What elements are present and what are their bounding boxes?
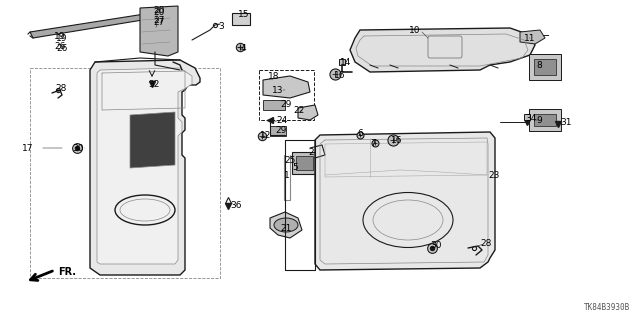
- Polygon shape: [30, 10, 173, 38]
- Text: FR.: FR.: [58, 267, 76, 277]
- Text: 23: 23: [488, 171, 499, 180]
- Text: 34: 34: [525, 114, 536, 123]
- FancyBboxPatch shape: [534, 59, 556, 75]
- FancyBboxPatch shape: [232, 13, 250, 25]
- Text: 12: 12: [260, 131, 271, 140]
- Polygon shape: [140, 6, 178, 56]
- Polygon shape: [270, 212, 302, 238]
- Text: 30: 30: [430, 241, 442, 250]
- Text: 25: 25: [284, 156, 296, 164]
- FancyBboxPatch shape: [296, 156, 313, 170]
- Text: 16: 16: [334, 70, 346, 79]
- Polygon shape: [350, 28, 535, 72]
- Text: 14: 14: [340, 58, 351, 67]
- Polygon shape: [520, 30, 545, 44]
- Text: 30: 30: [72, 143, 83, 153]
- Text: 2: 2: [308, 148, 314, 156]
- Polygon shape: [298, 105, 318, 120]
- Text: 9: 9: [536, 116, 541, 124]
- Text: 19: 19: [56, 34, 68, 43]
- Text: 7: 7: [370, 139, 376, 148]
- Text: 26: 26: [56, 44, 68, 52]
- FancyBboxPatch shape: [270, 126, 286, 136]
- Text: 27: 27: [153, 18, 164, 27]
- Text: 11: 11: [524, 34, 536, 43]
- Text: 20: 20: [153, 5, 164, 14]
- Text: 16: 16: [391, 135, 403, 145]
- Ellipse shape: [274, 218, 298, 232]
- Text: 18: 18: [268, 71, 280, 81]
- Text: 21: 21: [280, 223, 292, 233]
- Text: 6: 6: [357, 129, 363, 138]
- FancyBboxPatch shape: [529, 109, 561, 131]
- FancyBboxPatch shape: [534, 114, 556, 126]
- Text: 13: 13: [272, 85, 284, 94]
- Text: 26: 26: [54, 42, 66, 51]
- FancyBboxPatch shape: [263, 100, 285, 110]
- FancyBboxPatch shape: [529, 54, 561, 80]
- Text: 10: 10: [409, 26, 420, 35]
- Text: 27: 27: [153, 15, 164, 25]
- Text: 15: 15: [238, 10, 250, 19]
- Text: TK84B3930B: TK84B3930B: [584, 303, 630, 312]
- Text: 29: 29: [280, 100, 291, 108]
- Text: 28: 28: [480, 238, 492, 247]
- Text: 4: 4: [241, 44, 246, 52]
- Text: 17: 17: [22, 143, 33, 153]
- Polygon shape: [130, 112, 175, 168]
- Polygon shape: [90, 60, 200, 275]
- Text: 5: 5: [292, 163, 298, 172]
- Text: 1: 1: [284, 171, 290, 180]
- Text: 31: 31: [560, 117, 572, 126]
- Text: 20: 20: [153, 7, 164, 17]
- FancyBboxPatch shape: [292, 152, 317, 174]
- Text: 19: 19: [54, 31, 66, 41]
- Text: 36: 36: [230, 201, 241, 210]
- Polygon shape: [263, 76, 310, 98]
- Text: 8: 8: [536, 60, 541, 69]
- Text: 28: 28: [55, 84, 67, 92]
- Text: 3: 3: [218, 21, 224, 30]
- Polygon shape: [97, 68, 192, 264]
- Text: 22: 22: [293, 106, 304, 115]
- Bar: [30, 68, 220, 278]
- Polygon shape: [315, 132, 495, 270]
- Text: 29: 29: [275, 125, 286, 134]
- Text: 32: 32: [148, 79, 159, 89]
- Text: 24: 24: [276, 116, 287, 124]
